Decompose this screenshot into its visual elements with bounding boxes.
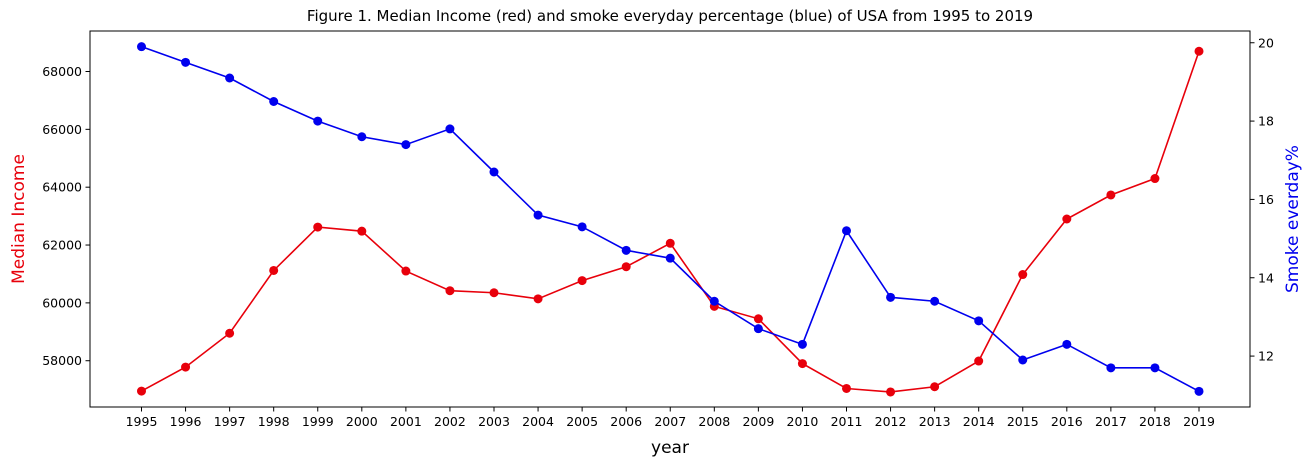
smoke-everyday-point — [445, 124, 455, 134]
y-right-tick-label: 16 — [1258, 192, 1274, 207]
x-tick-label: 2001 — [390, 414, 422, 429]
x-tick-label: 2004 — [522, 414, 554, 429]
median-income-point — [1106, 190, 1116, 200]
x-tick-label: 2000 — [346, 414, 378, 429]
y-axis-right: 12 14 16 18 20 — [1250, 35, 1274, 364]
y-left-tick-label: 62000 — [42, 238, 82, 253]
median-income-point — [1062, 214, 1072, 224]
x-axis: 1995 1996 1997 1998 1999 2000 2001 2002 2003 2004… — [126, 407, 1215, 429]
smoke-everyday-point — [137, 42, 146, 52]
y-left-tick-label: 60000 — [42, 295, 82, 310]
smoke-everyday-point — [1018, 355, 1028, 365]
y-axis-left: 58000 60000 62000 64000 66000 68000 — [42, 64, 90, 368]
x-tick-label: 2003 — [478, 414, 510, 429]
smoke-everyday-point — [1106, 363, 1116, 373]
smoke-everyday-point — [181, 57, 191, 67]
smoke-everyday-point — [577, 222, 587, 232]
median-income-point — [974, 356, 984, 366]
y-right-tick-label: 14 — [1258, 270, 1274, 285]
median-income-point — [225, 328, 235, 338]
smoke-everyday-point — [357, 132, 367, 142]
x-tick-label: 2002 — [434, 414, 466, 429]
smoke-everyday-point — [974, 316, 984, 326]
y-left-tick-label: 66000 — [42, 122, 82, 137]
x-tick-label: 2011 — [831, 414, 863, 429]
smoke-everyday-point — [1194, 386, 1204, 396]
x-tick-label: 2012 — [875, 414, 907, 429]
x-tick-label: 1995 — [126, 414, 158, 429]
smoke-everyday-point — [225, 73, 235, 83]
y-left-tick-label: 64000 — [42, 180, 82, 195]
smoke-everyday-point — [797, 339, 807, 349]
median-income-point — [357, 226, 367, 236]
smoke-everyday-point — [269, 97, 279, 106]
median-income-point — [137, 386, 146, 396]
x-tick-label: 2016 — [1051, 414, 1083, 429]
smoke-everyday-point — [842, 226, 851, 236]
smoke-everyday-point — [665, 253, 675, 263]
x-tick-label: 2005 — [566, 414, 598, 429]
smoke-everyday-point — [930, 296, 940, 306]
smoke-everyday-point — [533, 210, 543, 220]
median-income-point — [1150, 174, 1160, 184]
x-tick-label: 2006 — [610, 414, 642, 429]
median-income-point — [401, 266, 411, 276]
median-income-point — [1018, 270, 1028, 280]
y-right-tick-label: 18 — [1258, 114, 1274, 129]
y-right-tick-label: 12 — [1258, 349, 1274, 364]
x-tick-label: 2009 — [742, 414, 774, 429]
plot-area-frame — [89, 30, 1251, 408]
smoke-everyday-point — [313, 116, 323, 126]
y-right-tick-label: 20 — [1258, 35, 1274, 50]
median-income-point — [621, 262, 631, 272]
median-income-point — [842, 383, 851, 393]
smoke-everyday-point — [401, 140, 411, 150]
x-axis-title: year — [651, 438, 689, 458]
x-tick-label: 2019 — [1183, 414, 1215, 429]
median-income-point — [753, 314, 763, 324]
smoke-everyday-point — [621, 245, 631, 255]
median-income-line — [141, 50, 1200, 393]
median-income-point — [269, 265, 279, 275]
median-income-point — [665, 238, 675, 248]
x-tick-label: 1999 — [302, 414, 334, 429]
median-income-point — [489, 288, 499, 298]
smoke-everyday-point — [489, 167, 499, 177]
median-income-point — [797, 359, 807, 369]
x-tick-label: 1998 — [258, 414, 290, 429]
median-income-point — [886, 387, 896, 397]
median-income-point — [577, 276, 587, 286]
x-tick-label: 1996 — [170, 414, 202, 429]
chart-title: Figure 1. Median Income (red) and smoke … — [307, 7, 1033, 25]
x-tick-label: 2013 — [919, 414, 951, 429]
median-income-point — [181, 362, 191, 372]
x-tick-label: 2017 — [1095, 414, 1127, 429]
median-income-point — [445, 286, 455, 296]
median-income-point — [1194, 46, 1204, 56]
median-income-point — [930, 382, 940, 392]
x-tick-label: 2007 — [654, 414, 686, 429]
series-layer — [137, 42, 1204, 397]
smoke-everyday-point — [1062, 339, 1072, 349]
median-income-point — [533, 294, 543, 304]
x-tick-label: 2015 — [1007, 414, 1039, 429]
smoke-everyday-line — [141, 45, 1200, 393]
smoke-everyday-point — [709, 296, 719, 306]
x-tick-label: 1997 — [214, 414, 246, 429]
x-tick-label: 2010 — [787, 414, 819, 429]
smoke-everyday-point — [753, 324, 763, 334]
smoke-everyday-point — [1150, 363, 1160, 373]
y-axis-left-title: Median Income — [9, 154, 29, 284]
x-tick-label: 2008 — [698, 414, 730, 429]
y-axis-right-title: Smoke everday% — [1283, 145, 1303, 293]
smoke-everyday-point — [886, 292, 896, 302]
x-tick-label: 2018 — [1139, 414, 1171, 429]
y-left-tick-label: 68000 — [42, 64, 82, 79]
x-tick-label: 2014 — [963, 414, 995, 429]
y-left-tick-label: 58000 — [42, 353, 82, 368]
median-income-point — [313, 222, 323, 232]
